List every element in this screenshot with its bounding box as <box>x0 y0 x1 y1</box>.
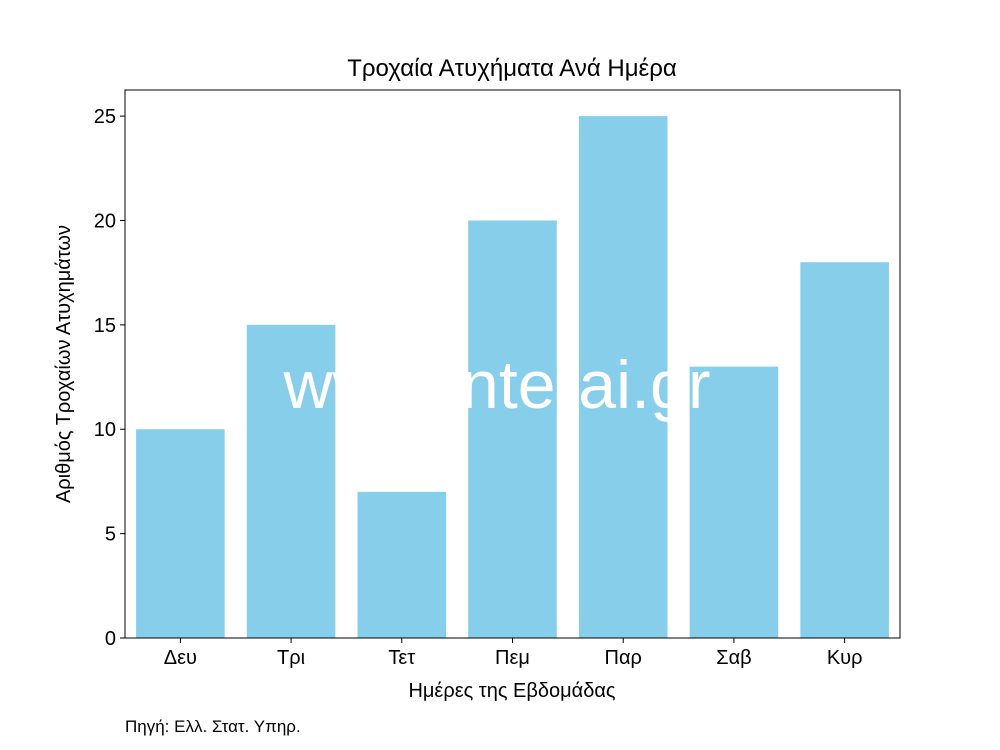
bar-1 <box>136 429 225 638</box>
x-axis-label: Ημέρες της Εβδομάδας <box>408 680 615 702</box>
chart-title: Τροχαία Ατυχήματα Ανά Ημέρα <box>347 55 677 82</box>
x-tick-label: Τρι <box>277 647 305 669</box>
bars-group <box>136 116 889 639</box>
x-tick-label: Κυρ <box>827 647 863 669</box>
y-axis-label: Αριθμός Τροχαίων Ατυχημάτων <box>53 225 75 503</box>
bar-6 <box>689 366 779 638</box>
y-tick-label: 10 <box>94 419 116 441</box>
x-tick-label: Παρ <box>605 647 642 669</box>
y-tick-label: 0 <box>105 628 116 650</box>
watermark-text: www.interai.gr <box>282 347 710 423</box>
x-axis: Δευ Τρι Τετ Πεμ Παρ Σαβ Κυρ <box>164 638 863 669</box>
bar-2 <box>246 324 336 638</box>
x-tick-label: Πεμ <box>495 647 530 669</box>
bar-7 <box>800 262 889 638</box>
bar-4 <box>468 220 557 638</box>
y-tick-label: 20 <box>94 210 116 232</box>
y-tick-label: 25 <box>94 106 116 128</box>
x-tick-label: Τετ <box>388 647 415 669</box>
y-tick-label: 5 <box>105 524 116 546</box>
x-tick-label: Σαβ <box>716 647 751 669</box>
x-tick-label: Δευ <box>164 647 197 669</box>
y-axis: 0 5 10 15 20 25 <box>94 106 125 650</box>
y-tick-label: 15 <box>94 315 116 337</box>
source-note: Πηγή: Ελλ. Στατ. Υπηρ. <box>125 717 301 736</box>
bar-5 <box>578 116 668 639</box>
bar-3 <box>357 491 447 638</box>
